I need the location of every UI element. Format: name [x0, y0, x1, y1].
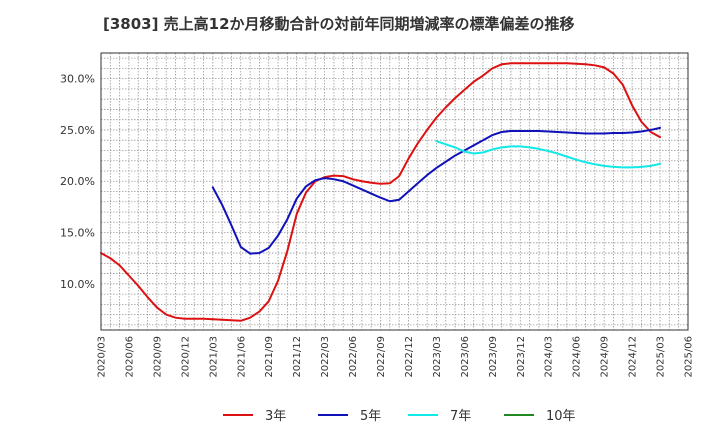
x-tick-label: 2024/09 — [600, 336, 611, 378]
x-tick-label: 2021/12 — [292, 336, 303, 378]
legend-label: 5年 — [360, 409, 381, 424]
x-tick-label: 2021/06 — [236, 336, 247, 378]
x-tick-label: 2023/03 — [432, 336, 443, 378]
y-tick-label: 15.0% — [60, 227, 95, 240]
x-tick-label: 2021/03 — [208, 336, 219, 378]
series-line-3年 — [100, 62, 662, 322]
legend-item: 10年 — [504, 409, 576, 424]
x-tick-label: 2024/03 — [544, 336, 555, 378]
x-tick-label: 2020/12 — [180, 336, 191, 378]
legend-item: 5年 — [318, 409, 381, 424]
series-lines — [100, 62, 662, 322]
x-tick-label: 2022/09 — [376, 336, 387, 378]
x-tick-label: 2020/03 — [97, 336, 108, 378]
legend: 3年 5年 7年 10年 — [223, 409, 576, 424]
legend-item: 7年 — [408, 409, 471, 424]
legend-item: 3年 — [223, 409, 286, 424]
x-tick-label: 2022/03 — [320, 336, 331, 378]
x-tick-label: 2023/12 — [516, 336, 527, 378]
legend-label: 10年 — [546, 409, 576, 424]
y-tick-label: 20.0% — [60, 175, 95, 188]
x-tick-label: 2020/06 — [124, 336, 135, 378]
x-axis-ticks: 2020/03 2020/06 2020/09 2020/12 2021/03 2021/… — [97, 336, 695, 378]
y-axis-ticks: 10.0% 15.0% 20.0% 25.0% 30.0% — [60, 73, 95, 291]
plot-border — [100, 52, 689, 331]
legend-label: 7年 — [450, 409, 471, 424]
chart-title: [3803] 売上高12か月移動合計の対前年同期増減率の標準偏差の推移 — [103, 15, 575, 33]
grid-lines — [101, 53, 688, 330]
plot-frame — [100, 52, 689, 331]
x-tick-label: 2023/09 — [488, 336, 499, 378]
x-tick-label: 2021/09 — [264, 336, 275, 378]
y-tick-label: 30.0% — [60, 73, 95, 86]
series-line-7年 — [435, 140, 662, 169]
y-tick-label: 25.0% — [60, 124, 95, 137]
series-line-5年 — [211, 126, 662, 255]
x-tick-label: 2022/06 — [348, 336, 359, 378]
x-tick-label: 2023/06 — [460, 336, 471, 378]
x-tick-label: 2024/12 — [628, 336, 639, 378]
legend-label: 3年 — [265, 409, 286, 424]
x-tick-label: 2020/09 — [152, 336, 163, 378]
x-tick-label: 2024/06 — [572, 336, 583, 378]
x-tick-label: 2025/06 — [684, 336, 695, 378]
x-tick-label: 2025/03 — [656, 336, 667, 378]
x-tick-label: 2022/12 — [404, 336, 415, 378]
y-tick-label: 10.0% — [60, 278, 95, 291]
